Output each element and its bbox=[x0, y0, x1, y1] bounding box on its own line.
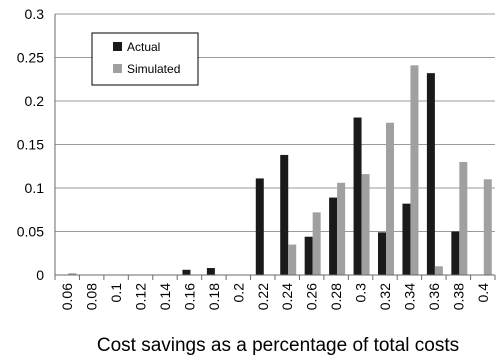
x-tick-label: 0.36 bbox=[426, 283, 442, 310]
x-tick-label: 0.16 bbox=[181, 283, 197, 310]
bar-simulated-0.36 bbox=[434, 266, 443, 275]
bar-simulated-0.06 bbox=[68, 273, 77, 275]
bar-simulated-0.38 bbox=[459, 161, 468, 275]
legend-label-actual: Actual bbox=[127, 40, 160, 54]
y-tick-label: 0.15 bbox=[17, 137, 44, 153]
bar-simulated-0.26 bbox=[312, 212, 321, 275]
y-tick-label: 0.1 bbox=[25, 180, 45, 196]
x-tick-label: 0.14 bbox=[157, 283, 173, 310]
bar-actual-0.22 bbox=[255, 178, 264, 275]
x-tick-label: 0.32 bbox=[377, 283, 393, 310]
bar-actual-0.34 bbox=[402, 203, 411, 275]
x-tick-label: 0.12 bbox=[133, 283, 149, 310]
legend-swatch-actual bbox=[113, 42, 122, 51]
x-tick-label: 0.2 bbox=[230, 283, 246, 303]
x-tick-label: 0.34 bbox=[401, 283, 417, 310]
x-axis-title: Cost savings as a percentage of total co… bbox=[97, 335, 459, 356]
x-tick-label: 0.18 bbox=[206, 283, 222, 310]
bar-simulated-0.4 bbox=[483, 179, 492, 275]
legend-swatch-simulated bbox=[113, 64, 122, 73]
bar-actual-0.16 bbox=[182, 269, 191, 275]
axes bbox=[54, 14, 496, 280]
x-tick-label: 0.1 bbox=[108, 283, 124, 303]
bar-simulated-0.3 bbox=[361, 174, 370, 275]
x-tick-label: 0.26 bbox=[304, 283, 320, 310]
bar-actual-0.36 bbox=[426, 73, 435, 275]
y-tick-label: 0.05 bbox=[17, 224, 44, 240]
legend-box bbox=[91, 32, 199, 86]
bar-actual-0.18 bbox=[206, 268, 215, 275]
x-tick-label: 0.28 bbox=[328, 283, 344, 310]
y-tick-labels: 0 0.05 0.1 0.15 0.2 0.25 0.3 bbox=[17, 6, 44, 283]
y-tick-label: 0.3 bbox=[25, 6, 45, 22]
bar-simulated-0.32 bbox=[386, 122, 394, 275]
x-tick-label: 0.38 bbox=[450, 283, 466, 310]
x-tick-label: 0.08 bbox=[84, 283, 100, 310]
bar-actual-0.3 bbox=[353, 117, 362, 275]
bar-actual-0.28 bbox=[329, 197, 338, 275]
legend: Actual Simulated bbox=[91, 32, 199, 86]
y-tick-label: 0.2 bbox=[25, 93, 45, 109]
bar-actual-0.24 bbox=[280, 154, 289, 275]
bar-simulated-0.28 bbox=[337, 182, 346, 275]
bar-simulated-0.34 bbox=[410, 65, 419, 275]
bar-actual-0.38 bbox=[451, 231, 460, 275]
legend-label-simulated: Simulated bbox=[127, 62, 180, 76]
x-tick-label: 0.24 bbox=[279, 283, 295, 310]
x-tick-label: 0.4 bbox=[475, 283, 491, 303]
x-tick-labels: 0.06 0.08 0.1 0.12 0.14 0.16 0.18 0.2 0.22 0.24 0.… bbox=[59, 283, 491, 310]
bar-actual-0.26 bbox=[304, 236, 313, 275]
bars bbox=[68, 65, 492, 275]
x-tick-label: 0.22 bbox=[255, 283, 271, 310]
bar-actual-0.32 bbox=[378, 232, 386, 275]
y-tick-label: 0.25 bbox=[17, 50, 44, 66]
bar-simulated-0.24 bbox=[288, 244, 297, 275]
x-tick-label: 0.3 bbox=[353, 283, 369, 303]
y-tick-label: 0 bbox=[36, 267, 44, 283]
x-tick-label: 0.06 bbox=[59, 283, 75, 310]
